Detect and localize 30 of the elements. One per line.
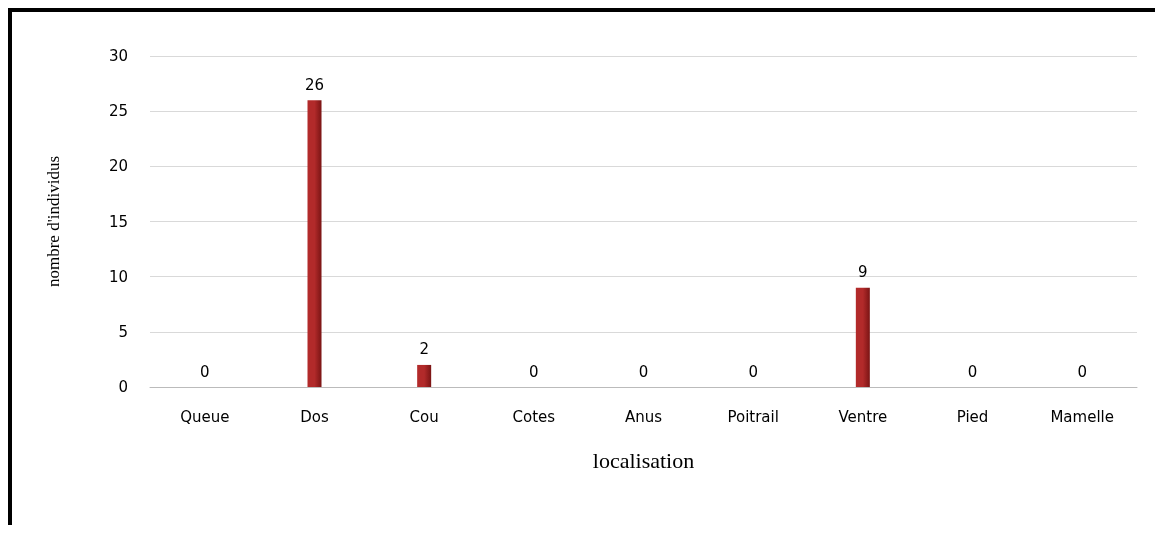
data-label: 26 [304,75,325,94]
y-tick-label: 20 [108,157,128,176]
data-label: 2 [419,340,429,359]
x-tick-label: Poitrail [727,407,779,426]
y-tick-label: 10 [108,267,128,286]
data-label: 0 [748,362,758,381]
x-tick-label: Cotes [512,407,556,426]
x-tick-label: Queue [180,407,230,426]
data-label: 0 [200,362,210,381]
data-label: 0 [638,362,649,381]
bar [417,364,432,387]
x-tick-label: Cou [409,407,439,426]
bar [855,287,870,387]
y-tick-label: 25 [108,102,128,121]
x-tick-label: Mamelle [1050,407,1114,426]
data-label: 0 [529,362,539,381]
x-tick-label: Pied [956,407,989,426]
x-axis-title: localisation [592,447,695,473]
x-tick-label: Ventre [838,407,888,426]
data-label: 0 [967,362,978,381]
y-tick-label: 15 [108,212,128,231]
x-tick-label: Dos [300,407,329,426]
data-label: 0 [1077,362,1087,381]
y-tick-label: 0 [118,378,128,396]
y-axis-title: nombre d'individus [44,155,63,288]
y-tick-label: 30 [108,47,128,65]
data-label: 9 [858,263,868,282]
x-tick-label: Anus [624,407,663,426]
y-tick-label: 5 [118,322,128,341]
bar [307,100,322,387]
